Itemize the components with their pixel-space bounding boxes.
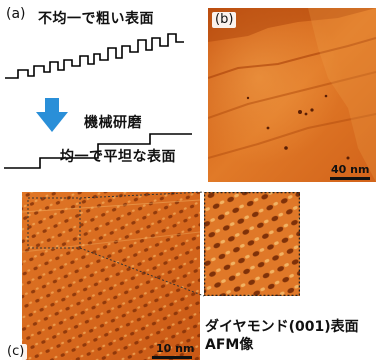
scale-bar-c xyxy=(152,356,192,359)
scale-label-b: 40 nm xyxy=(331,163,370,176)
afm-image-c-inset xyxy=(204,192,300,296)
down-arrow-icon xyxy=(36,98,68,132)
afm-caption: ダイヤモンド(001)表面 AFM像 xyxy=(205,318,359,354)
flat-surface-profile xyxy=(4,133,192,169)
rough-surface-profile xyxy=(5,33,184,79)
flat-surface-caption: 均一で平坦な表面 xyxy=(60,149,176,165)
panel-c-label: (c) xyxy=(4,344,28,360)
panel-a-label: (a) xyxy=(6,6,26,22)
mechanical-polishing-caption: 機械研磨 xyxy=(84,115,142,131)
afm-caption-line2: AFM像 xyxy=(205,337,254,353)
scale-label-c: 10 nm xyxy=(156,342,195,355)
panel-b-label: (b) xyxy=(212,12,237,28)
afm-image-b xyxy=(208,8,376,182)
scale-bar-b xyxy=(330,177,370,180)
afm-image-c xyxy=(22,192,200,360)
rough-surface-caption: 不均一で粗い表面 xyxy=(38,11,154,27)
afm-caption-line1: ダイヤモンド(001)表面 xyxy=(205,319,359,335)
